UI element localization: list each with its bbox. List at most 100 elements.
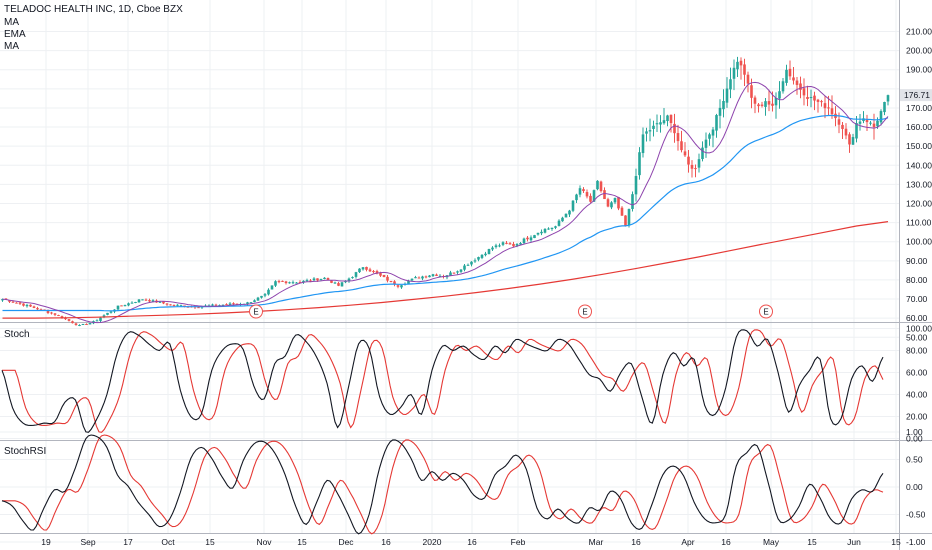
- candle-body: [302, 280, 305, 283]
- candle: [599, 180, 603, 193]
- candle-body: [431, 274, 435, 277]
- candle-body: [473, 260, 477, 262]
- candle: [169, 304, 172, 306]
- candle: [36, 306, 39, 311]
- chart-title: TELADOC HEALTH INC, 1D, Cboe BZX: [4, 4, 183, 15]
- candle: [414, 275, 417, 279]
- stoch-tick-label: 40.00: [906, 390, 928, 400]
- time-tick-label: Nov: [256, 537, 272, 547]
- stochrsi-pane-label[interactable]: StochRSI: [4, 446, 47, 457]
- candle: [869, 121, 872, 126]
- candle-body: [830, 108, 834, 115]
- candle-body: [708, 134, 711, 139]
- candle: [785, 64, 788, 86]
- candle: [340, 282, 344, 287]
- candle: [214, 303, 218, 306]
- candle-body: [883, 101, 886, 113]
- candle: [274, 280, 277, 288]
- candle-body: [235, 303, 239, 305]
- candle: [659, 115, 662, 133]
- candle-body: [305, 280, 309, 282]
- candle-body: [596, 180, 599, 190]
- candle: [480, 254, 484, 260]
- price-tick-label: 190.00: [906, 65, 932, 75]
- candle: [638, 147, 641, 180]
- earnings-circle: [249, 304, 263, 319]
- candle-body: [645, 131, 648, 134]
- candle-body: [540, 231, 543, 234]
- indicator-label-ma-short[interactable]: MA: [4, 17, 19, 28]
- candle-body: [771, 103, 774, 106]
- candle-body: [757, 104, 760, 107]
- candle: [256, 296, 260, 301]
- candle: [116, 305, 120, 311]
- candle: [449, 270, 452, 277]
- time-tick-label: Mar: [589, 537, 604, 547]
- candle-body: [368, 269, 372, 272]
- candle-body: [169, 304, 172, 306]
- candle-body: [127, 303, 130, 306]
- candle: [477, 256, 480, 262]
- candle-body: [71, 321, 74, 324]
- candle-body: [267, 289, 270, 295]
- candle: [470, 261, 473, 267]
- candle: [627, 208, 631, 228]
- last-price-label: 176.71: [904, 90, 930, 100]
- candle: [78, 324, 81, 327]
- candle-body: [85, 324, 88, 326]
- candle-body: [435, 274, 438, 276]
- candle-body: [396, 285, 400, 287]
- candle: [855, 115, 858, 143]
- candle-body: [274, 281, 277, 286]
- candle: [851, 133, 855, 146]
- candle-body: [130, 302, 134, 304]
- time-tick-label: 16: [721, 537, 731, 547]
- candle-body: [781, 81, 785, 92]
- time-tick-label: 16: [467, 537, 477, 547]
- stoch-pane-label[interactable]: Stoch: [4, 329, 30, 340]
- candle: [267, 288, 270, 296]
- candle: [585, 189, 589, 199]
- candle-body: [634, 176, 638, 195]
- candle-body: [365, 266, 368, 270]
- candle: [865, 114, 869, 132]
- stoch-tick-label: 20.00: [906, 412, 928, 422]
- candle-body: [484, 253, 487, 256]
- candle-body: [309, 280, 312, 282]
- candle: [228, 302, 232, 306]
- indicator-label-ma-long[interactable]: MA: [4, 41, 19, 52]
- candle-body: [841, 124, 844, 129]
- candle-body: [393, 281, 396, 285]
- candle: [596, 180, 599, 191]
- candle-body: [463, 265, 466, 270]
- candle: [95, 319, 99, 322]
- candle-body: [666, 115, 669, 122]
- candle-body: [505, 242, 508, 244]
- time-tick-label: 15: [297, 537, 307, 547]
- candle: [29, 304, 32, 308]
- candle: [361, 266, 365, 271]
- candle: [676, 124, 680, 151]
- candle: [144, 298, 148, 301]
- candle: [463, 263, 466, 272]
- candle: [568, 209, 571, 218]
- candle-body: [120, 305, 123, 307]
- candle: [554, 225, 557, 230]
- candle-body: [109, 311, 113, 313]
- candle-body: [438, 275, 442, 277]
- candle-body: [316, 278, 319, 281]
- earnings-label: E: [763, 308, 768, 317]
- candle-body: [400, 285, 403, 288]
- candle-body: [312, 278, 316, 281]
- time-tick-label: 16: [381, 537, 391, 547]
- candle: [281, 280, 284, 283]
- candle-body: [414, 277, 417, 279]
- candle-body: [18, 302, 22, 304]
- candle-body: [648, 130, 652, 132]
- candle-body: [715, 115, 718, 131]
- indicator-label-ema[interactable]: EMA: [4, 29, 26, 40]
- candle: [704, 132, 708, 158]
- candle-body: [851, 137, 855, 145]
- candle: [673, 113, 676, 143]
